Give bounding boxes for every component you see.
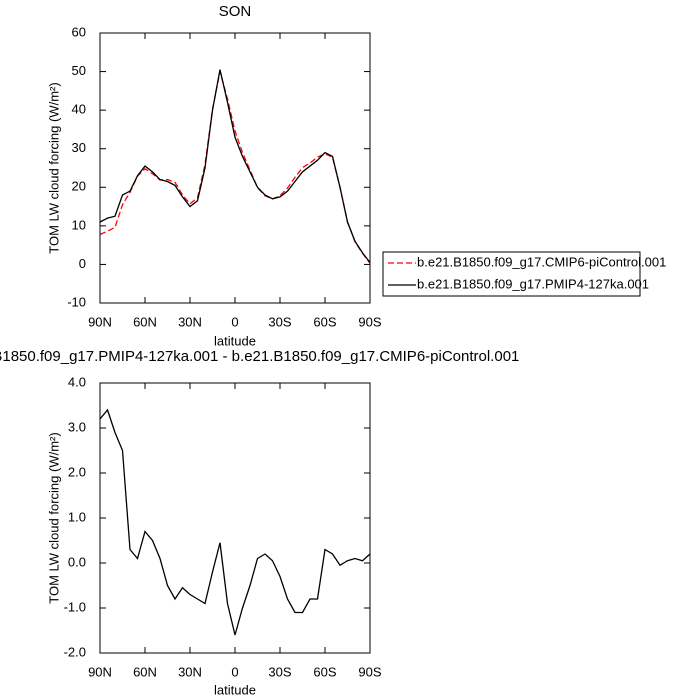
x-tick-label: 60N [133, 314, 157, 329]
x-tick-label: 90S [358, 664, 381, 679]
y-tick-label: -10 [67, 294, 86, 309]
y-tick-label: 0 [79, 256, 86, 271]
y-tick-label: 2.0 [68, 464, 86, 479]
y-tick-label: 50 [72, 63, 86, 78]
y-axis-label: TOM LW cloud forcing (W/m²) [46, 432, 61, 603]
series-line [100, 408, 370, 636]
chart-title: SON [219, 3, 252, 20]
x-tick-label: 30N [178, 664, 202, 679]
y-tick-label: 1.0 [68, 509, 86, 524]
x-tick-label: 60S [313, 664, 336, 679]
y-tick-label: -2.0 [64, 644, 86, 659]
y-tick-label: 3.0 [68, 419, 86, 434]
legend-label: b.e21.B1850.f09_g17.PMIP4-127ka.001 [417, 276, 649, 291]
plot-frame [99, 382, 371, 654]
series-line [100, 69, 370, 263]
x-tick-label: 60N [133, 664, 157, 679]
x-tick-label: 0 [231, 314, 238, 329]
x-tick-label: 60S [313, 314, 336, 329]
x-axis-label: latitude [214, 333, 256, 348]
x-tick-label: 30S [268, 314, 291, 329]
y-tick-label: -1.0 [64, 599, 86, 614]
y-tick-label: 10 [72, 217, 86, 232]
legend-label: b.e21.B1850.f09_g17.CMIP6-piControl.001 [417, 254, 666, 269]
x-tick-label: 90N [88, 664, 112, 679]
y-tick-label: 60 [72, 24, 86, 39]
x-tick-label: 90N [88, 314, 112, 329]
series-line [100, 71, 370, 264]
y-tick-label: 30 [72, 140, 86, 155]
x-tick-label: 0 [231, 664, 238, 679]
x-tick-label: 30N [178, 314, 202, 329]
y-tick-label: 40 [72, 102, 86, 117]
y-axis-label: TOM LW cloud forcing (W/m²) [46, 82, 61, 253]
x-tick-label: 30S [268, 664, 291, 679]
y-tick-label: 20 [72, 179, 86, 194]
y-tick-label: 0.0 [68, 554, 86, 569]
legend-box [382, 251, 641, 297]
chart-title: b.e21.B1850.f09_g17.PMIP4-127ka.001 - b.… [0, 348, 519, 365]
plot-frame [99, 32, 371, 304]
x-tick-label: 90S [358, 314, 381, 329]
x-axis-label: latitude [214, 682, 256, 697]
y-tick-label: 4.0 [68, 374, 86, 389]
